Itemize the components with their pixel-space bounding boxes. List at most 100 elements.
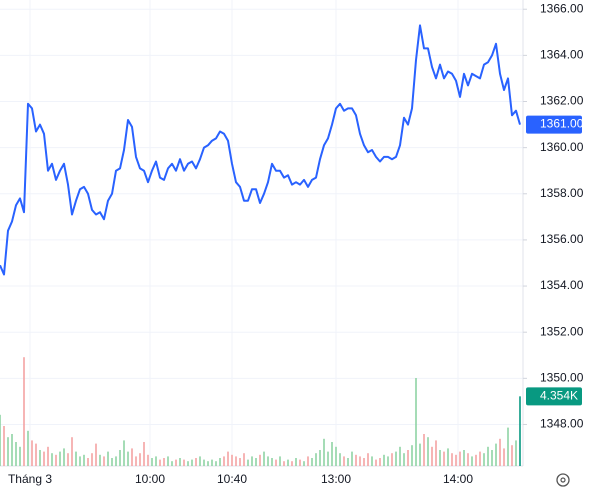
volume-bar — [423, 434, 425, 466]
volume-bar — [167, 456, 169, 466]
volume-bar — [39, 450, 41, 466]
volume-bar — [223, 456, 225, 466]
x-tick-label: 10:00 — [135, 472, 165, 486]
volume — [0, 357, 521, 466]
volume-bar — [123, 440, 125, 466]
volume-bar — [183, 459, 185, 466]
volume-bar — [435, 440, 437, 466]
y-tick-label: 1360.00 — [540, 140, 584, 154]
volume-bar — [355, 454, 357, 466]
settings-button[interactable] — [556, 473, 570, 487]
volume-bar — [291, 461, 293, 466]
volume-bar — [395, 451, 397, 466]
volume-bar — [463, 450, 465, 466]
volume-bar — [439, 450, 441, 466]
volume-bar — [319, 450, 321, 466]
volume-bar — [471, 456, 473, 466]
last-volume-label: 4.354K — [540, 389, 578, 403]
volume-bar — [27, 430, 29, 466]
volume-bar — [499, 438, 501, 466]
volume-bar — [195, 458, 197, 466]
volume-bar — [351, 451, 353, 466]
volume-bar — [503, 448, 505, 466]
volume-bar — [51, 453, 53, 466]
volume-bar — [47, 446, 49, 466]
volume-bar — [375, 459, 377, 466]
settings-icon[interactable] — [556, 473, 570, 487]
volume-bar — [279, 456, 281, 466]
volume-bar — [295, 458, 297, 466]
volume-bar — [255, 458, 257, 466]
volume-bar — [303, 461, 305, 466]
y-tick-label: 1366.00 — [540, 1, 584, 15]
volume-bar — [479, 451, 481, 466]
volume-bar — [403, 453, 405, 466]
volume-bar — [271, 458, 273, 466]
volume-bar — [203, 459, 205, 466]
y-tick-label: 1350.00 — [540, 371, 584, 385]
volume-bar — [335, 446, 337, 466]
volume-bar — [231, 454, 233, 466]
price-line — [0, 24, 521, 276]
volume-bar — [7, 437, 9, 466]
volume-bar — [119, 450, 121, 466]
y-tick-label: 1354.00 — [540, 278, 584, 292]
volume-bar — [507, 427, 509, 466]
volume-bar — [187, 461, 189, 466]
volume-bar — [127, 451, 129, 466]
volume-bar — [99, 454, 101, 466]
x-tick-label: 10:40 — [217, 472, 247, 486]
x-tick-label: Tháng 3 — [8, 472, 52, 486]
volume-bar — [259, 454, 261, 466]
volume-bar — [519, 396, 521, 466]
overlay: 1348.00 1350.00 1352.00 1354.00 1356.00 1358.… — [0, 1, 584, 486]
last-price-label: 1361.00 — [540, 117, 584, 131]
volume-bar — [87, 458, 89, 466]
volume-bar — [199, 456, 201, 466]
volume-bar — [371, 456, 373, 466]
volume-bar — [383, 454, 385, 466]
volume-bar — [267, 456, 269, 466]
volume-bar — [35, 443, 37, 466]
volume-bar — [443, 451, 445, 466]
volume-bar — [207, 461, 209, 466]
volume-bar — [483, 453, 485, 466]
volume-bar — [131, 448, 133, 466]
volume-bar — [111, 458, 113, 466]
x-tick-label: 13:00 — [321, 472, 351, 486]
volume-bar — [135, 456, 137, 466]
volume-bar — [419, 443, 421, 466]
y-tick-label: 1348.00 — [540, 417, 584, 431]
settings-icon-center — [560, 477, 566, 483]
volume-bar — [407, 450, 409, 466]
volume-bar — [515, 440, 517, 466]
volume-bar — [363, 458, 365, 466]
volume-bar — [511, 445, 513, 466]
volume-bar — [159, 459, 161, 466]
volume-bar — [59, 451, 61, 466]
y-tick-label: 1352.00 — [540, 324, 584, 338]
volume-bar — [147, 454, 149, 466]
volume-bar — [323, 438, 325, 466]
volume-bar — [211, 459, 213, 466]
volume-bar — [0, 414, 1, 466]
volume-bar — [451, 453, 453, 466]
volume-bar — [387, 456, 389, 466]
volume-bar — [15, 442, 17, 466]
volume-bar — [31, 440, 33, 466]
volume-bar — [467, 453, 469, 466]
volume-bar — [495, 443, 497, 466]
volume-bar — [359, 456, 361, 466]
volume-bar — [339, 453, 341, 466]
volume-bar — [283, 461, 285, 466]
volume-bar — [475, 454, 477, 466]
volume-bar — [71, 437, 73, 466]
volume-bar — [307, 456, 309, 466]
volume-bar — [455, 454, 457, 466]
volume-bar — [175, 459, 177, 466]
volume-bar — [79, 456, 81, 466]
y-tick-label: 1356.00 — [540, 232, 584, 246]
volume-bar — [179, 458, 181, 466]
volume-bar — [379, 458, 381, 466]
